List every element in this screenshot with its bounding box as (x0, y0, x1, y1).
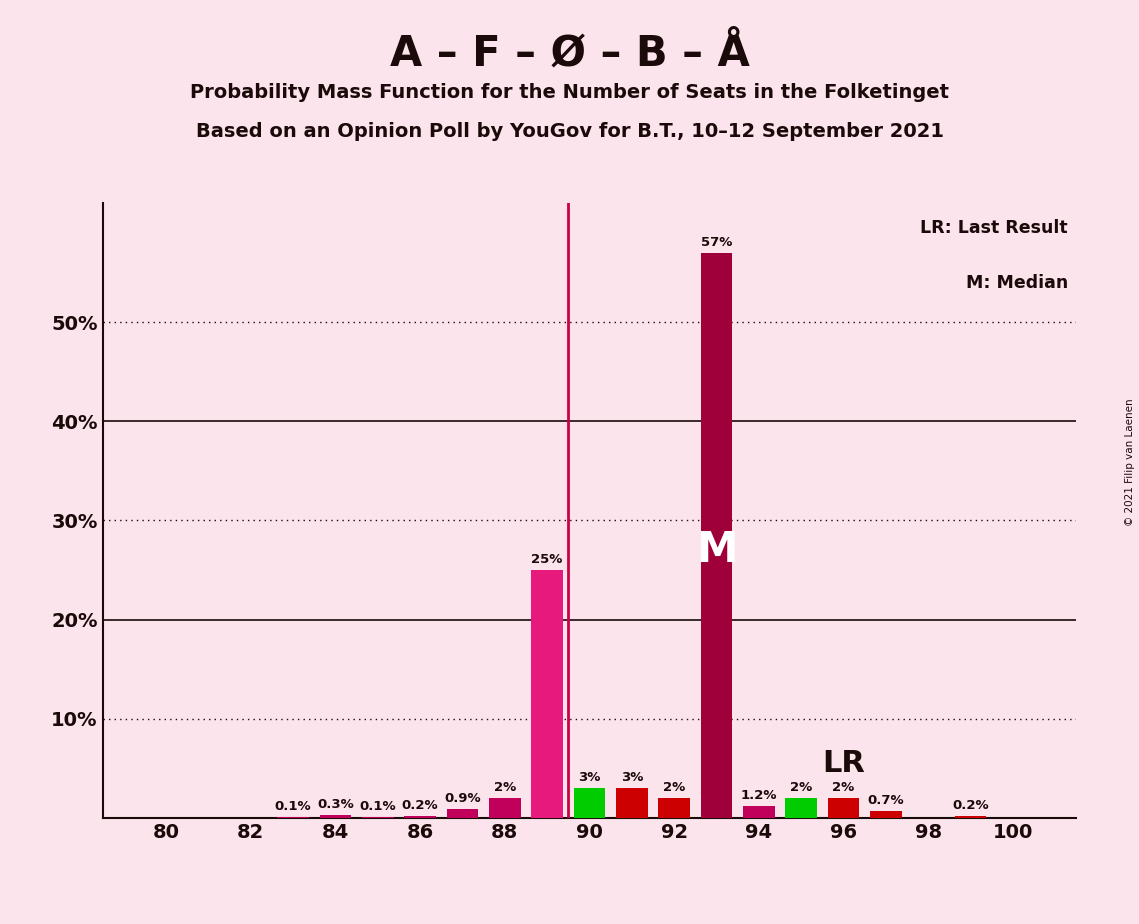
Text: 3%: 3% (579, 771, 600, 784)
Text: © 2021 Filip van Laenen: © 2021 Filip van Laenen (1125, 398, 1134, 526)
Bar (743, 806, 775, 818)
Text: M: M (696, 529, 737, 571)
Bar (320, 815, 351, 818)
Text: 2%: 2% (833, 781, 854, 794)
Text: M: Median: M: Median (966, 274, 1068, 292)
Bar (574, 788, 605, 818)
Text: 3%: 3% (621, 771, 642, 784)
Bar (277, 817, 309, 818)
Bar (446, 808, 478, 818)
Text: A – F – Ø – B – Å: A – F – Ø – B – Å (390, 32, 749, 74)
Text: 0.2%: 0.2% (402, 798, 439, 812)
Text: 0.7%: 0.7% (868, 794, 904, 807)
Bar (404, 816, 436, 818)
Text: 0.1%: 0.1% (360, 800, 396, 813)
Text: LR: Last Result: LR: Last Result (920, 219, 1068, 237)
Text: LR: LR (822, 748, 865, 778)
Bar (828, 798, 859, 818)
Text: Based on an Opinion Poll by YouGov for B.T., 10–12 September 2021: Based on an Opinion Poll by YouGov for B… (196, 122, 943, 141)
Text: Probability Mass Function for the Number of Seats in the Folketinget: Probability Mass Function for the Number… (190, 83, 949, 103)
Text: 2%: 2% (663, 781, 686, 794)
Bar (616, 788, 648, 818)
Bar (658, 798, 690, 818)
Bar (785, 798, 817, 818)
Text: 1.2%: 1.2% (740, 789, 777, 802)
Text: 2%: 2% (790, 781, 812, 794)
Bar (489, 798, 521, 818)
Text: 0.1%: 0.1% (274, 800, 311, 813)
Text: 2%: 2% (493, 781, 516, 794)
Bar (531, 570, 563, 818)
Text: 0.3%: 0.3% (317, 797, 354, 810)
Bar (362, 817, 394, 818)
Text: 0.9%: 0.9% (444, 792, 481, 805)
Text: 25%: 25% (532, 553, 563, 566)
Bar (700, 253, 732, 818)
Bar (870, 810, 902, 818)
Text: 0.2%: 0.2% (952, 798, 989, 812)
Bar (954, 816, 986, 818)
Text: 57%: 57% (700, 236, 732, 249)
